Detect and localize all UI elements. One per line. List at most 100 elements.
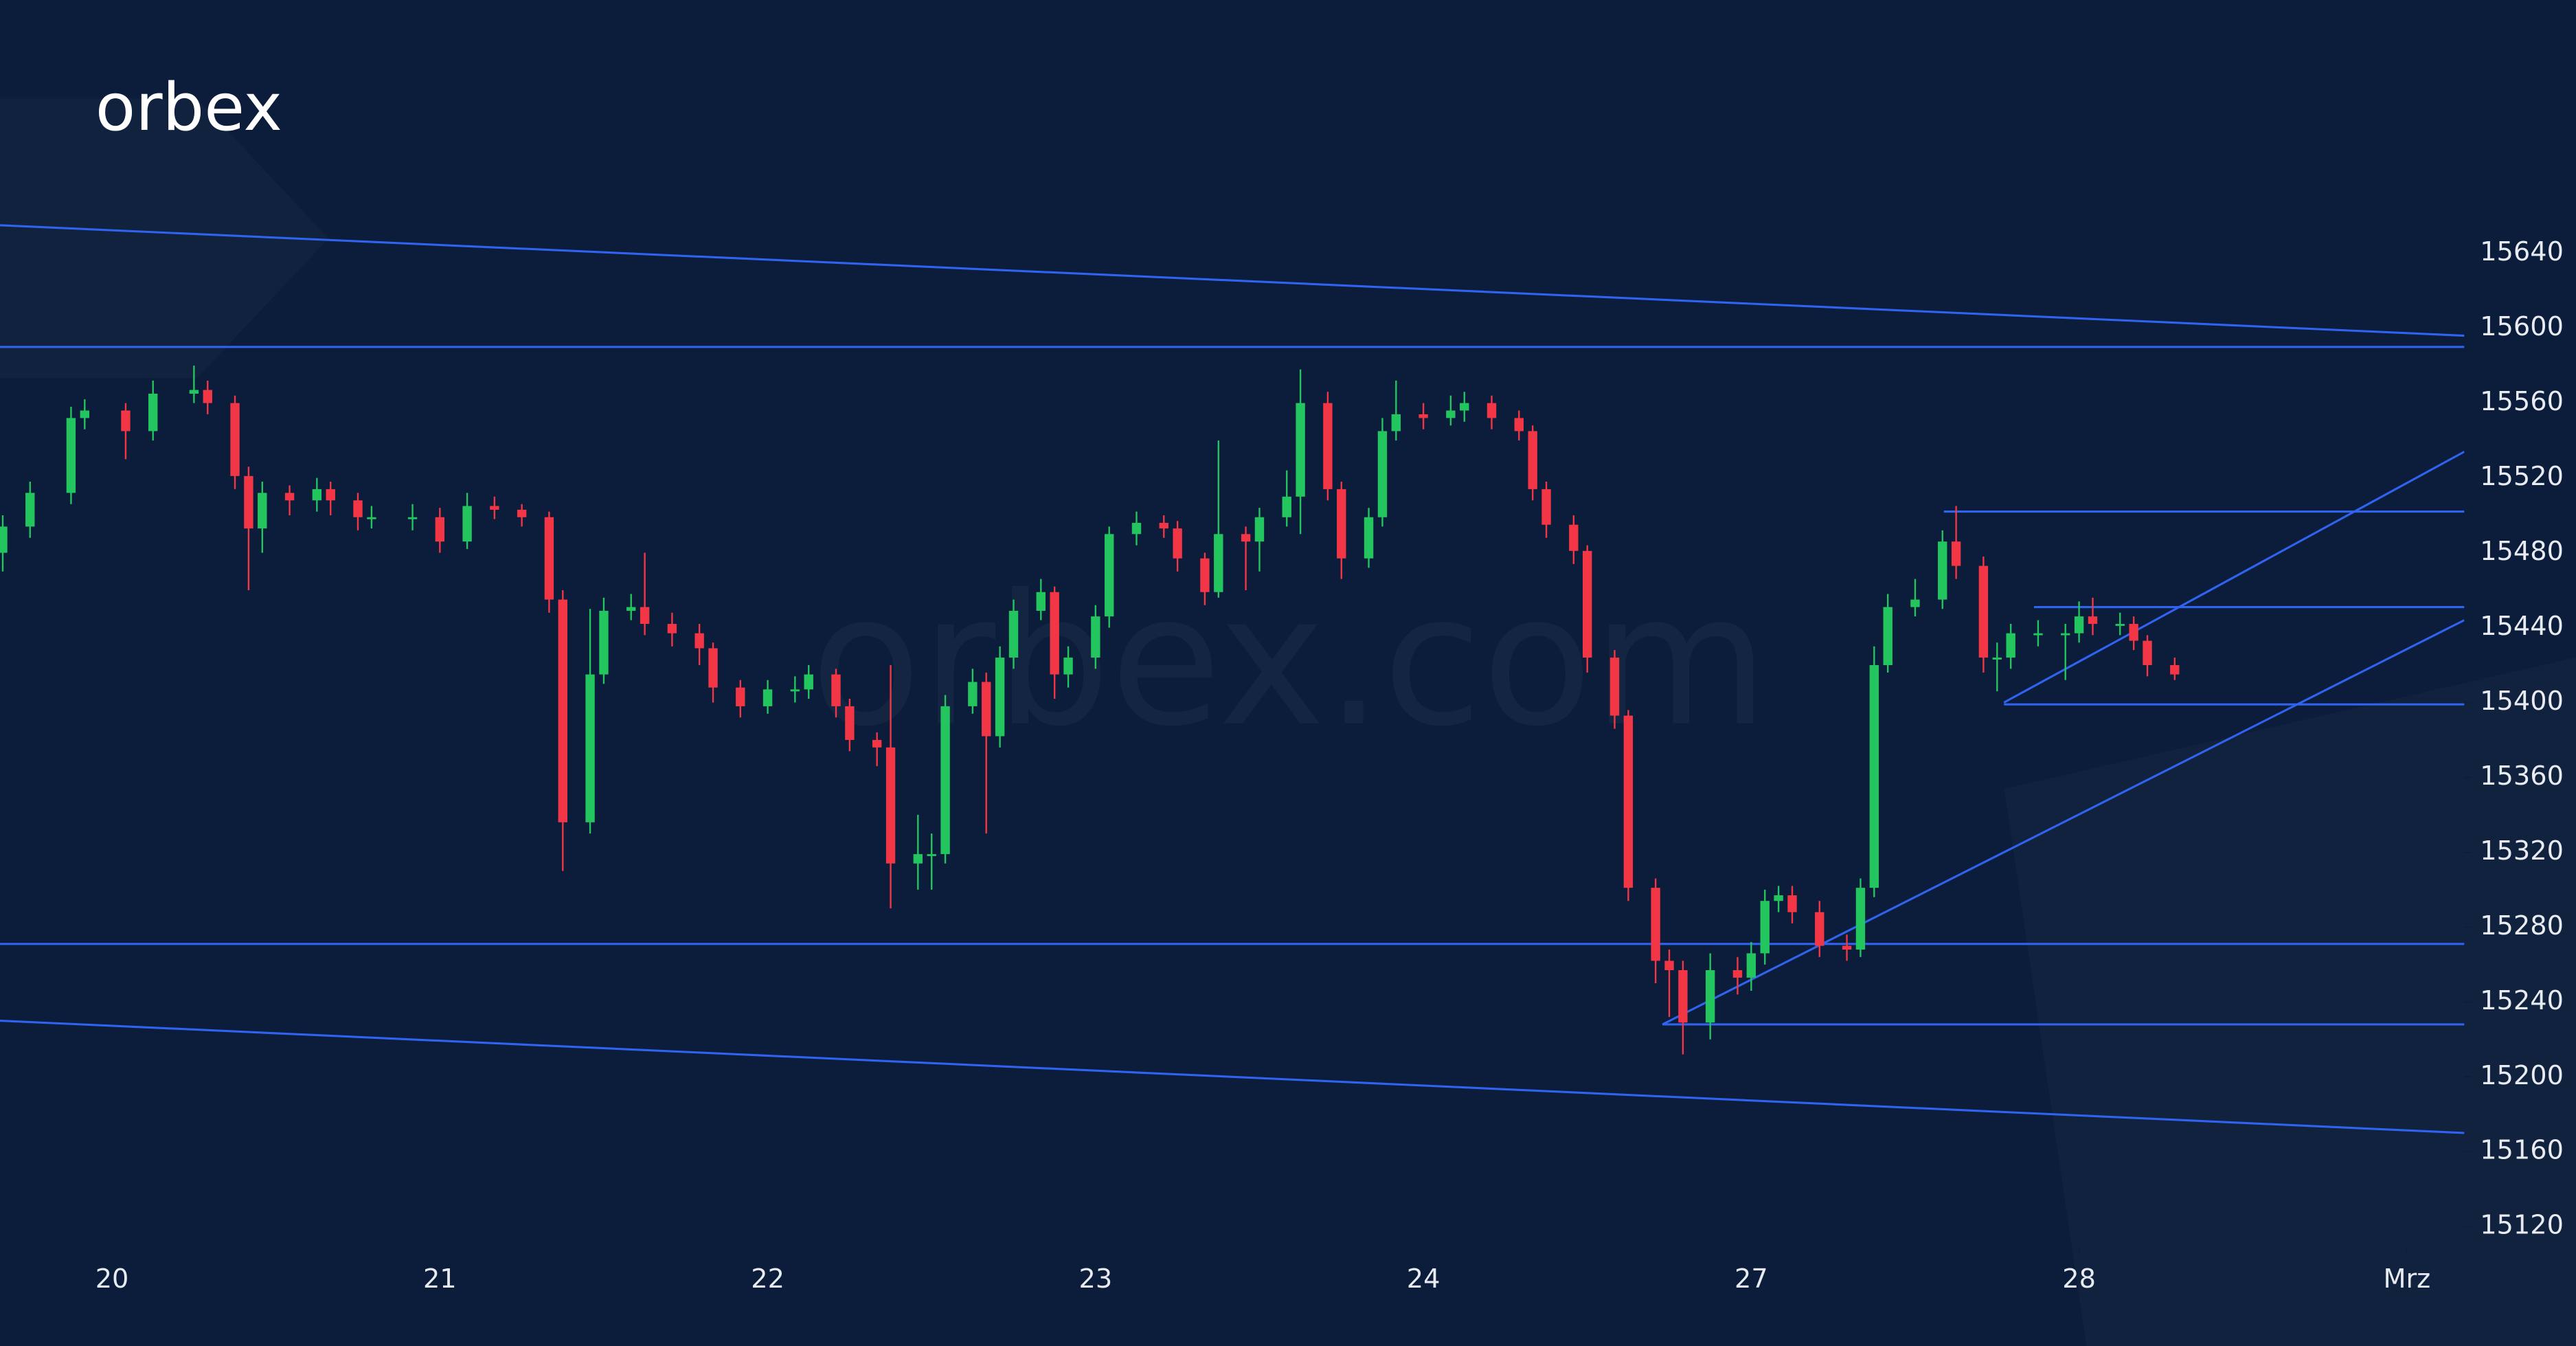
candle-body [244, 475, 253, 529]
candle-body [1678, 969, 1688, 1023]
candle-body [1282, 496, 1291, 517]
candle-body [1541, 489, 1551, 525]
trend-line [2003, 451, 2465, 704]
candle-body [708, 648, 718, 688]
candle-body [66, 418, 76, 493]
candle-body [2061, 633, 2070, 636]
candle-body [845, 706, 855, 740]
candle-body [367, 517, 376, 519]
candle-body [1241, 534, 1251, 542]
y-tick-label: 15440 [2480, 611, 2564, 642]
candle-body [1036, 592, 1046, 611]
candle-body [230, 403, 240, 476]
candle-body [1377, 431, 1388, 517]
candle-body [667, 624, 677, 633]
candle-body [1528, 431, 1537, 489]
candle-body [1705, 969, 1715, 1023]
candle-body [1992, 658, 2002, 660]
y-tick-label: 15160 [2480, 1135, 2564, 1166]
x-tick-label: 28 [2062, 1264, 2096, 1294]
watermark: orbex.com [811, 557, 1768, 767]
y-tick-label: 15200 [2480, 1060, 2564, 1091]
candle-body [626, 607, 636, 611]
candle-body [599, 610, 609, 675]
candle-body [1323, 403, 1333, 489]
candle-body [1951, 541, 1961, 566]
candle-body [927, 854, 936, 856]
trend-line [0, 224, 2465, 337]
candle-body [558, 599, 567, 822]
y-tick-label: 15360 [2480, 761, 2564, 792]
candle-body [1664, 961, 1674, 970]
candle-body [203, 390, 212, 403]
candle-body [148, 393, 158, 431]
candle-body [2143, 640, 2152, 665]
candle-body [1364, 517, 1374, 559]
candle-body [1869, 664, 1879, 888]
candle-body [585, 674, 595, 822]
x-tick-label: 23 [1078, 1264, 1112, 1294]
candle-body [1938, 541, 1947, 600]
candle-body [1487, 403, 1497, 418]
candle-body [517, 509, 527, 517]
candle-body [544, 517, 554, 600]
y-tick-label: 15240 [2480, 985, 2564, 1016]
candle-body [995, 658, 1005, 737]
x-tick-label: 21 [423, 1264, 457, 1294]
candle-body [1732, 969, 1743, 978]
candle-body [1651, 888, 1660, 961]
candle-body [189, 390, 199, 394]
candle-body [1131, 522, 1142, 535]
candle-body [1760, 901, 1770, 954]
y-tick-label: 15560 [2480, 386, 2564, 417]
x-tick-label: Mrz [2383, 1264, 2430, 1294]
candle-body [0, 526, 8, 553]
candle-body [490, 506, 499, 510]
candle-body [1159, 522, 1168, 529]
candle-body [2129, 624, 2138, 641]
candle-body [1583, 550, 1592, 658]
candle-body [1910, 599, 1920, 607]
candle-body [1063, 658, 1073, 675]
candle-body [312, 489, 322, 501]
candle-body [326, 489, 335, 501]
candle-body [1609, 658, 1620, 716]
candle-body [1105, 534, 1114, 617]
candle-body [1746, 953, 1756, 978]
candle-body [462, 506, 472, 542]
candle-body [885, 747, 896, 864]
candle-body [1296, 403, 1305, 497]
trend-line [0, 1019, 2465, 1134]
y-tick-label: 15400 [2480, 686, 2564, 717]
candle-body [435, 517, 445, 542]
candle-body [1514, 418, 1524, 431]
candle-body [831, 674, 841, 706]
candle-body [640, 607, 650, 625]
candle-body [1569, 524, 1579, 551]
candle-body [284, 493, 295, 501]
candle-body [1855, 888, 1866, 950]
y-tick-label: 15600 [2480, 311, 2564, 342]
x-tick-label: 20 [95, 1264, 129, 1294]
candle-body [258, 493, 267, 529]
x-tick-label: 22 [751, 1264, 784, 1294]
candle-body [2033, 633, 2043, 636]
y-tick-label: 15520 [2480, 461, 2564, 492]
candle-body [1050, 592, 1059, 675]
candle-body [1173, 528, 1182, 559]
y-tick-label: 15480 [2480, 536, 2564, 567]
candle-body [872, 739, 882, 748]
candle-body [1623, 715, 1634, 888]
candle-body [804, 674, 813, 690]
y-tick-label: 15280 [2480, 910, 2564, 941]
candle-body [736, 687, 745, 706]
candle-body [80, 410, 89, 418]
candle-body [2170, 664, 2180, 675]
candle-body [694, 633, 704, 649]
candle-body [407, 517, 418, 519]
candle-body [982, 682, 991, 737]
candle-body [1254, 517, 1265, 542]
candle-body [353, 500, 363, 517]
candle-body [1774, 895, 1783, 901]
